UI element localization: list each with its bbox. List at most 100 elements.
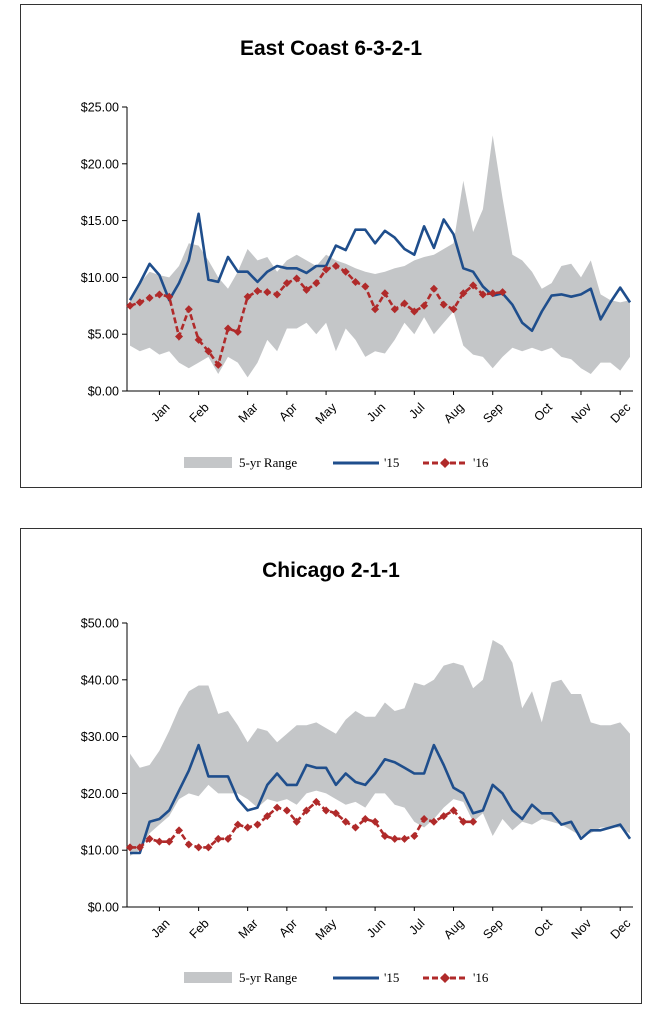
legend-range-label: 5-yr Range [239, 970, 297, 985]
series-16-point [175, 332, 184, 341]
series-16-point [214, 834, 223, 843]
chart-svg-chicago: Chicago 2-1-1 $0.00 $10.00 $20.00 $30.00 $40… [81, 559, 634, 985]
series-16-point [263, 288, 272, 297]
x-tick-label: Jan [148, 400, 172, 424]
series-16-point [410, 832, 419, 840]
series-16-point [184, 305, 193, 314]
x-tick-label: Nov [569, 916, 595, 942]
chart-panel-east-coast: East Coast 6-3-2-1 $0.00 $5.00 $10.00 $15.0… [20, 4, 642, 488]
x-tick-label: Oct [531, 400, 555, 424]
x-tick-label: Apr [276, 916, 300, 940]
series-16-point [165, 292, 174, 301]
series-16-point [390, 305, 399, 314]
legend-16-marker [440, 973, 450, 983]
x-tick-label: Feb [187, 400, 212, 425]
series-16-point [380, 832, 389, 840]
series-16-point [478, 290, 487, 299]
series-16-point [469, 281, 478, 290]
series-16-point [145, 293, 154, 302]
series-16-point [292, 274, 301, 283]
series-16-point [135, 843, 144, 852]
x-tick-label: Sep [480, 400, 506, 426]
series-16-point [322, 806, 331, 815]
series-16-point [439, 300, 448, 309]
series-16-point [263, 812, 272, 821]
series-15-line [130, 743, 632, 855]
series-16-point [224, 324, 233, 333]
range-area [130, 640, 630, 856]
series-16-point [184, 840, 193, 849]
series-16-point [410, 307, 419, 316]
legend-15-label: '15 [384, 455, 399, 470]
series-16-point [214, 360, 223, 369]
legend-range-swatch [184, 457, 232, 468]
series-16-point [273, 803, 282, 812]
chart-title: Chicago 2-1-1 [262, 559, 400, 582]
legend-range-label: 5-yr Range [239, 455, 297, 470]
legend-16-marker [440, 458, 450, 468]
y-tick-label: $0.00 [88, 385, 119, 399]
series-16-point [233, 327, 242, 336]
series-16-point [449, 305, 458, 314]
series-16-point [351, 823, 360, 832]
series-16-point [459, 289, 468, 298]
x-tick-label: Aug [441, 400, 467, 426]
series-16-point [233, 820, 242, 829]
series-16-point [371, 817, 380, 826]
x-tick-label: Dec [608, 400, 634, 426]
y-tick-label: $0.00 [88, 901, 119, 915]
x-tick-label: May [313, 916, 340, 943]
x-tick-label: Apr [276, 400, 300, 424]
y-tick-label: $10.00 [81, 271, 119, 285]
series-15-line [128, 212, 632, 333]
x-tick-label: Dec [608, 916, 634, 942]
series-16-point [253, 820, 262, 829]
series-16-point [351, 277, 360, 286]
series-16-point [204, 347, 213, 356]
series-16-point [135, 298, 144, 307]
series-16-point [331, 809, 340, 818]
series-16-point [302, 806, 311, 815]
series-16-point [253, 287, 262, 296]
series-16-point [400, 299, 409, 308]
series-16-point [165, 837, 174, 846]
y-tick-label: $15.00 [81, 214, 119, 228]
chart-svg-east-coast: East Coast 6-3-2-1 $0.00 $5.00 $10.00 $15.0… [81, 37, 634, 470]
chart-title: East Coast 6-3-2-1 [240, 37, 422, 60]
legend-15-label: '15 [384, 970, 399, 985]
series-16-point [429, 284, 438, 293]
y-tick-label: $50.00 [81, 617, 119, 631]
series-16-point [341, 267, 350, 276]
series-16-point [194, 335, 203, 344]
x-tick-label: Oct [531, 916, 555, 940]
series-16-point [194, 843, 203, 852]
series-16-point [155, 290, 164, 299]
series-16-point [292, 817, 301, 826]
x-tick-label: Jul [406, 400, 427, 421]
series-16-point [243, 292, 252, 301]
x-tick-label: Jun [364, 916, 388, 940]
legend-16-label: '16 [473, 970, 489, 985]
series-16-point [439, 812, 448, 821]
x-tick-label: Mar [236, 916, 261, 941]
x-tick-label: Aug [441, 916, 467, 942]
series-16-point [322, 265, 331, 274]
y-tick-label: $10.00 [81, 844, 119, 858]
series-16-point [282, 279, 291, 288]
series-16-point [449, 806, 458, 815]
x-tick-label: Jun [364, 400, 388, 424]
series-16-point [380, 289, 389, 298]
series-16-point [155, 837, 164, 846]
series-16-point [469, 817, 478, 826]
x-tick-label: Feb [187, 916, 212, 941]
series-16-point [420, 814, 429, 823]
series-16-point [420, 301, 429, 310]
series-16-point [498, 288, 507, 297]
series-16-point [175, 826, 184, 835]
series-16-point [331, 262, 340, 271]
series-16-point [243, 823, 252, 832]
y-tick-label: $25.00 [81, 101, 119, 115]
series-16-point [312, 797, 321, 806]
series-16-point [459, 817, 468, 826]
series-16-point [429, 817, 438, 826]
